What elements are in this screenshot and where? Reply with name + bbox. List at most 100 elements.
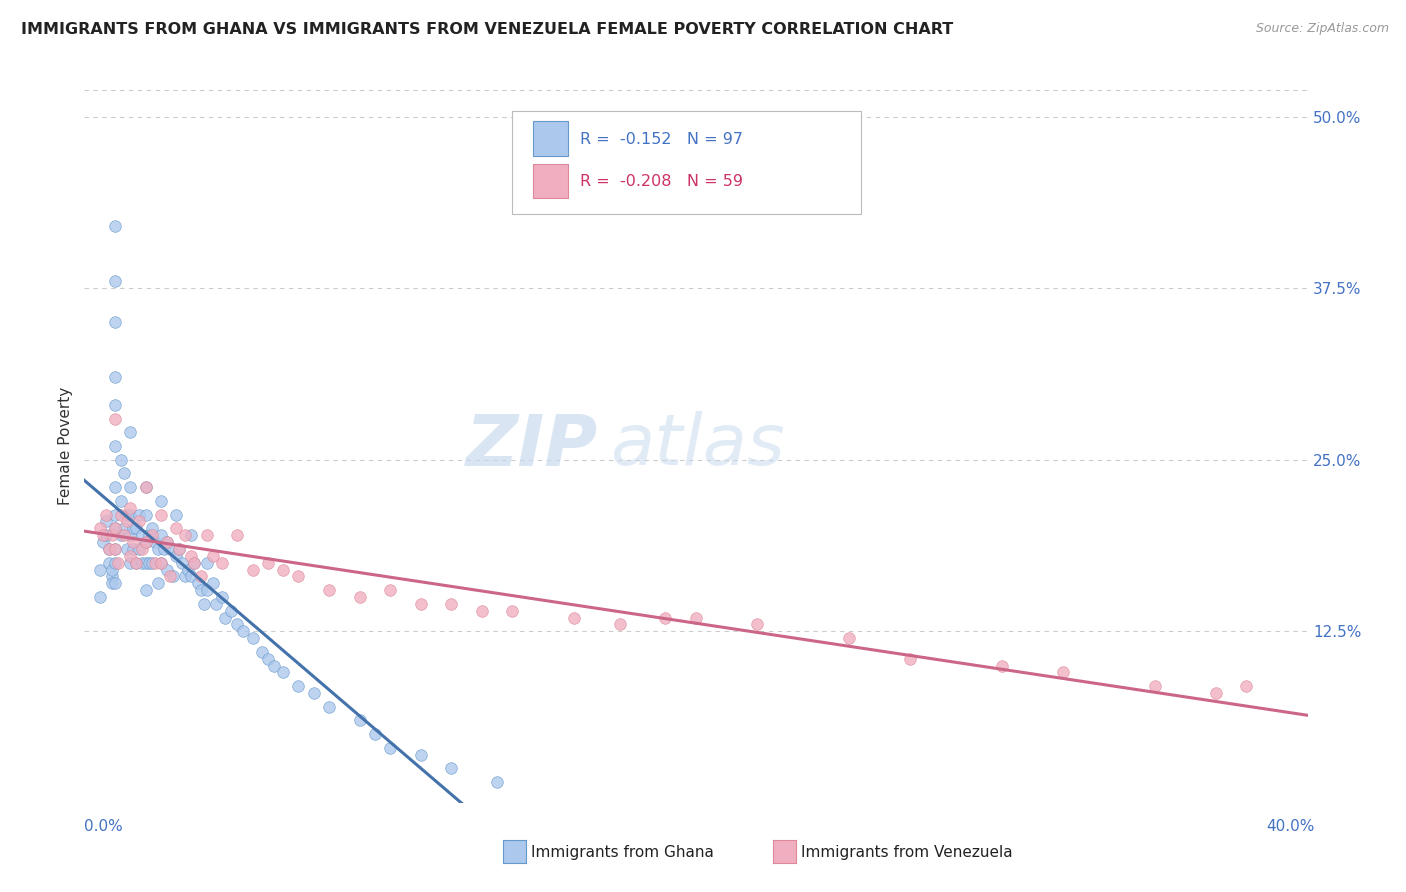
Point <box>177 562 200 576</box>
Point <box>380 740 402 755</box>
Point <box>174 569 197 583</box>
Point <box>97 541 120 556</box>
Point <box>146 541 169 556</box>
Point <box>180 549 202 563</box>
Point <box>193 597 215 611</box>
Point <box>110 494 132 508</box>
Point <box>104 508 127 522</box>
Point <box>104 541 127 556</box>
Point <box>91 535 114 549</box>
Point <box>167 541 190 556</box>
Point <box>104 521 127 535</box>
Point <box>104 556 127 570</box>
Point <box>174 528 197 542</box>
Point <box>149 508 172 522</box>
Point <box>97 541 120 556</box>
Point <box>609 617 631 632</box>
Point <box>190 583 212 598</box>
Text: R =  -0.208   N = 59: R = -0.208 N = 59 <box>579 175 742 189</box>
Point <box>287 679 309 693</box>
Point <box>112 528 135 542</box>
Text: IMMIGRANTS FROM GHANA VS IMMIGRANTS FROM VENEZUELA FEMALE POVERTY CORRELATION CH: IMMIGRANTS FROM GHANA VS IMMIGRANTS FROM… <box>21 22 953 37</box>
Point <box>89 521 111 535</box>
Point <box>991 658 1014 673</box>
Point <box>180 569 202 583</box>
Text: Immigrants from Venezuela: Immigrants from Venezuela <box>801 846 1014 860</box>
Point <box>153 541 176 556</box>
Point <box>135 480 157 494</box>
Point <box>318 699 340 714</box>
Point <box>349 590 371 604</box>
Point <box>135 556 157 570</box>
Point <box>146 576 169 591</box>
Point <box>172 556 194 570</box>
Point <box>226 528 249 542</box>
Point <box>112 521 135 535</box>
Point <box>91 528 114 542</box>
Point <box>104 439 127 453</box>
Text: R =  -0.152   N = 97: R = -0.152 N = 97 <box>579 132 742 146</box>
Y-axis label: Female Poverty: Female Poverty <box>58 387 73 505</box>
Point <box>120 425 142 440</box>
Point <box>159 541 181 556</box>
Point <box>125 556 148 570</box>
Point <box>141 556 163 570</box>
Text: 40.0%: 40.0% <box>1267 820 1315 834</box>
Point <box>318 583 340 598</box>
Point <box>104 541 127 556</box>
Point <box>135 583 157 598</box>
Point <box>685 610 707 624</box>
Point <box>115 508 138 522</box>
Point <box>898 651 921 665</box>
Point <box>232 624 254 639</box>
Point <box>94 515 117 529</box>
Point <box>195 583 218 598</box>
Point <box>110 528 132 542</box>
Point <box>409 597 432 611</box>
Point <box>205 597 228 611</box>
Point <box>440 597 463 611</box>
Point <box>135 508 157 522</box>
Point <box>120 556 142 570</box>
Point <box>138 528 160 542</box>
Point <box>104 480 127 494</box>
Point <box>242 562 264 576</box>
Point <box>201 549 224 563</box>
Point <box>183 556 205 570</box>
Point <box>562 610 585 624</box>
Point <box>1052 665 1074 680</box>
Point <box>104 398 127 412</box>
Point <box>131 528 153 542</box>
Point <box>747 617 769 632</box>
Point <box>149 556 172 570</box>
Point <box>97 556 120 570</box>
Point <box>120 508 142 522</box>
Point <box>131 541 153 556</box>
Point <box>89 590 111 604</box>
FancyBboxPatch shape <box>533 164 568 198</box>
Point <box>195 528 218 542</box>
Point <box>349 714 371 728</box>
Point <box>302 686 325 700</box>
Point <box>125 521 148 535</box>
Point <box>250 645 273 659</box>
Text: Immigrants from Ghana: Immigrants from Ghana <box>531 846 714 860</box>
Point <box>1236 679 1258 693</box>
Point <box>122 535 145 549</box>
Point <box>165 521 187 535</box>
Point <box>122 541 145 556</box>
Point <box>138 556 160 570</box>
Point <box>101 562 124 576</box>
Point <box>115 515 138 529</box>
Point <box>135 535 157 549</box>
Point <box>502 604 524 618</box>
Point <box>654 610 676 624</box>
Point <box>201 576 224 591</box>
Point <box>104 576 127 591</box>
Point <box>186 576 208 591</box>
Point <box>1143 679 1166 693</box>
FancyBboxPatch shape <box>513 111 860 214</box>
Text: atlas: atlas <box>610 411 785 481</box>
Point <box>104 219 127 234</box>
Point <box>110 508 132 522</box>
